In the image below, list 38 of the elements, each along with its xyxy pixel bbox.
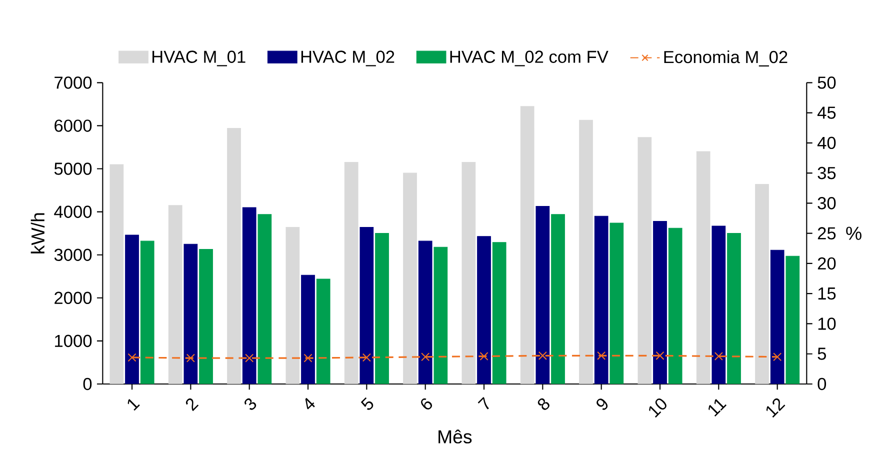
y2-tick-label: 0: [818, 378, 826, 390]
y2-tick-label: 10: [818, 318, 836, 330]
y2-tick-label: 25: [818, 227, 836, 240]
legend-label: HVAC M_02 com FV: [450, 50, 608, 66]
y2-tick-label: 30: [818, 197, 836, 210]
y2-tick-label: 5: [818, 348, 826, 360]
legend-label: HVAC M_02: [301, 50, 394, 66]
y2-tick-label: 45: [817, 106, 836, 119]
x-tick-label: 11: [708, 399, 727, 417]
x-tick-label: 10: [649, 398, 666, 418]
y2-axis-title: %: [846, 226, 862, 240]
x-tick-label: 6: [421, 398, 432, 410]
x-axis-title: Mês: [438, 430, 472, 444]
y2-tick-label: 50: [818, 76, 836, 89]
y-tick-label: 0: [83, 378, 92, 390]
y2-tick-label: 40: [817, 136, 836, 150]
x-tick-label: 9: [596, 398, 608, 410]
y-tick-label: 5000: [54, 162, 92, 175]
x-tick-label: 7: [478, 396, 489, 410]
x-tick-label: 12: [766, 398, 786, 418]
y-tick-label: 2000: [54, 292, 92, 304]
legend-label: Economia M_02: [664, 50, 788, 66]
x-tick-label: 5: [360, 397, 374, 410]
y2-tick-label: 20: [818, 257, 836, 270]
y-tick-label: 6000: [54, 120, 92, 132]
y-tick-label: 7000: [54, 76, 92, 89]
x-tick-label: 1: [128, 399, 140, 411]
y-tick-label: 1000: [55, 334, 92, 348]
y-tick-label: 3000: [54, 248, 92, 261]
y-tick-label: 4000: [54, 206, 92, 218]
x-tick-label: 4: [305, 398, 315, 410]
legend-label: HVAC M_01: [152, 50, 246, 66]
y2-tick-label: 35: [818, 166, 836, 180]
x-tick-label: 3: [244, 398, 256, 410]
y2-tick-label: 15: [818, 288, 836, 300]
y-axis-title: kW/h: [30, 213, 45, 254]
x-tick-label: 2: [186, 398, 199, 412]
x-tick-label: 8: [538, 398, 550, 410]
